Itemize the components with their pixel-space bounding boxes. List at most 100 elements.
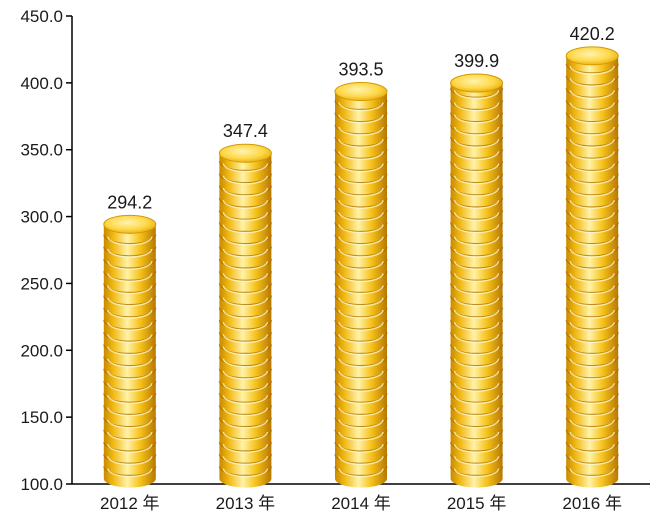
coin-edge: [334, 283, 388, 293]
coin-edge: [450, 368, 504, 379]
coin-highlight: [453, 175, 500, 185]
coin-highlight: [453, 261, 500, 270]
coin-highlight: [338, 444, 384, 453]
coin-highlight: [569, 346, 615, 356]
coin-highlight: [569, 370, 615, 380]
coin-highlight: [338, 358, 384, 368]
coin-highlight: [222, 297, 269, 307]
coin-highlight: [338, 273, 384, 283]
coin-highlight: [453, 444, 500, 453]
coin-edge: [103, 295, 157, 306]
coin-edge: [450, 185, 504, 196]
coin-top: [565, 46, 619, 66]
y-tick-label: 100.0: [20, 475, 63, 494]
coin-edge: [565, 368, 619, 379]
coin-edge: [103, 332, 157, 342]
coin-edge: [450, 100, 504, 110]
coin-highlight: [107, 370, 153, 380]
x-category-label: 2015 年: [447, 494, 507, 513]
coin-edge: [218, 380, 272, 391]
coin-edge: [218, 246, 272, 257]
coin-highlight: [453, 224, 500, 234]
coin-highlight: [569, 407, 615, 417]
coin-edge: [334, 454, 388, 464]
coin-edge: [450, 246, 504, 257]
coin-edge: [218, 393, 272, 403]
coin-edge: [334, 393, 388, 403]
data-label: 399.9: [454, 51, 499, 71]
coin-highlight: [569, 261, 615, 270]
coin-highlight: [453, 102, 500, 112]
coin-highlight: [453, 297, 500, 307]
coin-stack-body: [566, 55, 619, 488]
coin-edge: [565, 246, 619, 257]
coin-highlight: [338, 431, 384, 441]
coin-edge: [334, 149, 388, 159]
coin-edge: [565, 271, 619, 281]
coin-highlight: [222, 273, 269, 283]
coin-edge: [565, 75, 619, 86]
coin-highlight: [222, 358, 269, 368]
coin-highlight: [107, 285, 153, 295]
coin-highlight: [338, 297, 384, 307]
coin-edge: [565, 63, 619, 74]
coin-edge: [565, 344, 619, 354]
coin-highlight: [453, 419, 500, 429]
coin-edge: [334, 124, 388, 135]
y-tick-label: 150.0: [20, 408, 63, 427]
coin-highlight: [107, 236, 153, 246]
coin-highlight: [569, 65, 615, 75]
coin-highlight: [222, 370, 269, 380]
coin-highlight: [107, 261, 153, 270]
coin-edge: [218, 283, 272, 293]
coin-edge: [103, 454, 157, 464]
coin-highlight: [107, 456, 153, 466]
coin-highlight: [453, 187, 500, 197]
coin-edge: [218, 429, 272, 440]
coin-highlight: [453, 334, 500, 344]
coin-edge: [450, 295, 504, 306]
coin-edge: [450, 380, 504, 391]
coin-highlight: [453, 358, 500, 368]
coin-highlight: [222, 383, 269, 392]
coin-edge: [103, 234, 157, 245]
coin-edge: [450, 234, 504, 245]
coin-edge: [450, 197, 504, 208]
coin-highlight: [338, 187, 384, 197]
coin-highlight: [338, 139, 384, 148]
bar: 420.2: [565, 24, 619, 488]
coin-edge: [450, 149, 504, 159]
coin-highlight: [107, 334, 153, 344]
bars: 294.2 347.4 393.5 399.9 420.2: [103, 24, 619, 488]
coin-edge: [334, 429, 388, 440]
y-tick-label: 350.0: [20, 141, 63, 160]
coin-highlight: [222, 456, 269, 466]
x-category-label: 2012 年: [100, 494, 160, 513]
coin-highlight: [569, 334, 615, 344]
coin-highlight: [569, 126, 615, 136]
coin-highlight: [222, 187, 269, 197]
coin-edge: [565, 197, 619, 208]
coin-edge: [450, 173, 504, 184]
coin-edge: [565, 234, 619, 245]
coin-highlight: [338, 383, 384, 392]
coin-highlight: [453, 151, 500, 161]
coin-highlight: [453, 456, 500, 466]
coin-highlight: [222, 285, 269, 295]
coin-edge: [450, 319, 504, 330]
coin-highlight: [453, 370, 500, 380]
coin-highlight: [453, 273, 500, 283]
coin-highlight: [222, 407, 269, 417]
coin-edge: [218, 210, 272, 220]
coin-stack-body: [219, 153, 272, 488]
coin-edge: [218, 295, 272, 306]
coin-highlight: [338, 236, 384, 246]
coin-edge: [218, 454, 272, 464]
coin-highlight: [338, 224, 384, 234]
coin-highlight: [569, 273, 615, 283]
coin-edge: [565, 149, 619, 159]
data-label: 420.2: [570, 24, 615, 44]
coin-edge: [334, 222, 388, 232]
coin-highlight: [338, 395, 384, 405]
coin-highlight: [107, 407, 153, 417]
